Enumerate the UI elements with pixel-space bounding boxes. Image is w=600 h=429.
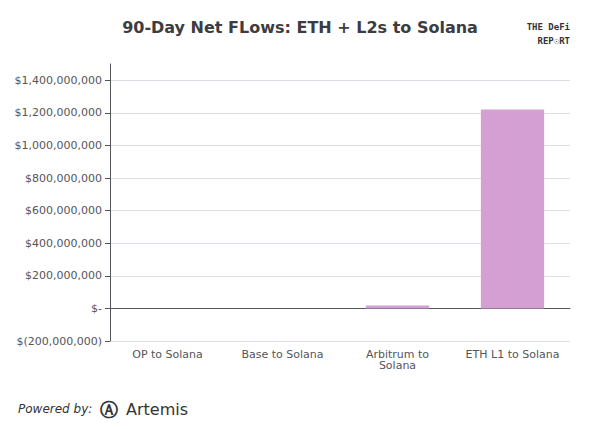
svg-text:$600,000,000: $600,000,000 xyxy=(25,204,102,217)
svg-text:$400,000,000: $400,000,000 xyxy=(25,237,102,250)
svg-text:$(200,000,000): $(200,000,000) xyxy=(16,335,102,348)
svg-text:Powered by:: Powered by: xyxy=(18,402,92,416)
svg-text:THE DeFi: THE DeFi xyxy=(527,22,571,32)
svg-text:OP to Solana: OP to Solana xyxy=(132,348,203,361)
svg-text:Artemis: Artemis xyxy=(126,400,188,419)
svg-text:90-Day Net FLows: ETH + L2s to: 90-Day Net FLows: ETH + L2s to Solana xyxy=(122,18,478,37)
svg-text:Solana: Solana xyxy=(379,359,416,372)
svg-text:$1,400,000,000: $1,400,000,000 xyxy=(15,74,102,87)
svg-text:$200,000,000: $200,000,000 xyxy=(25,269,102,282)
svg-text:$800,000,000: $800,000,000 xyxy=(25,172,102,185)
svg-text:$-: $- xyxy=(91,302,102,315)
svg-text:Arbitrum to: Arbitrum to xyxy=(365,348,430,361)
svg-text:REP☉RT: REP☉RT xyxy=(537,36,570,46)
svg-text:Ⓐ: Ⓐ xyxy=(100,399,118,420)
svg-text:$1,200,000,000: $1,200,000,000 xyxy=(15,106,102,119)
svg-text:Base to Solana: Base to Solana xyxy=(241,348,323,361)
svg-text:ETH L1 to Solana: ETH L1 to Solana xyxy=(466,348,560,361)
svg-text:$1,000,000,000: $1,000,000,000 xyxy=(15,139,102,152)
